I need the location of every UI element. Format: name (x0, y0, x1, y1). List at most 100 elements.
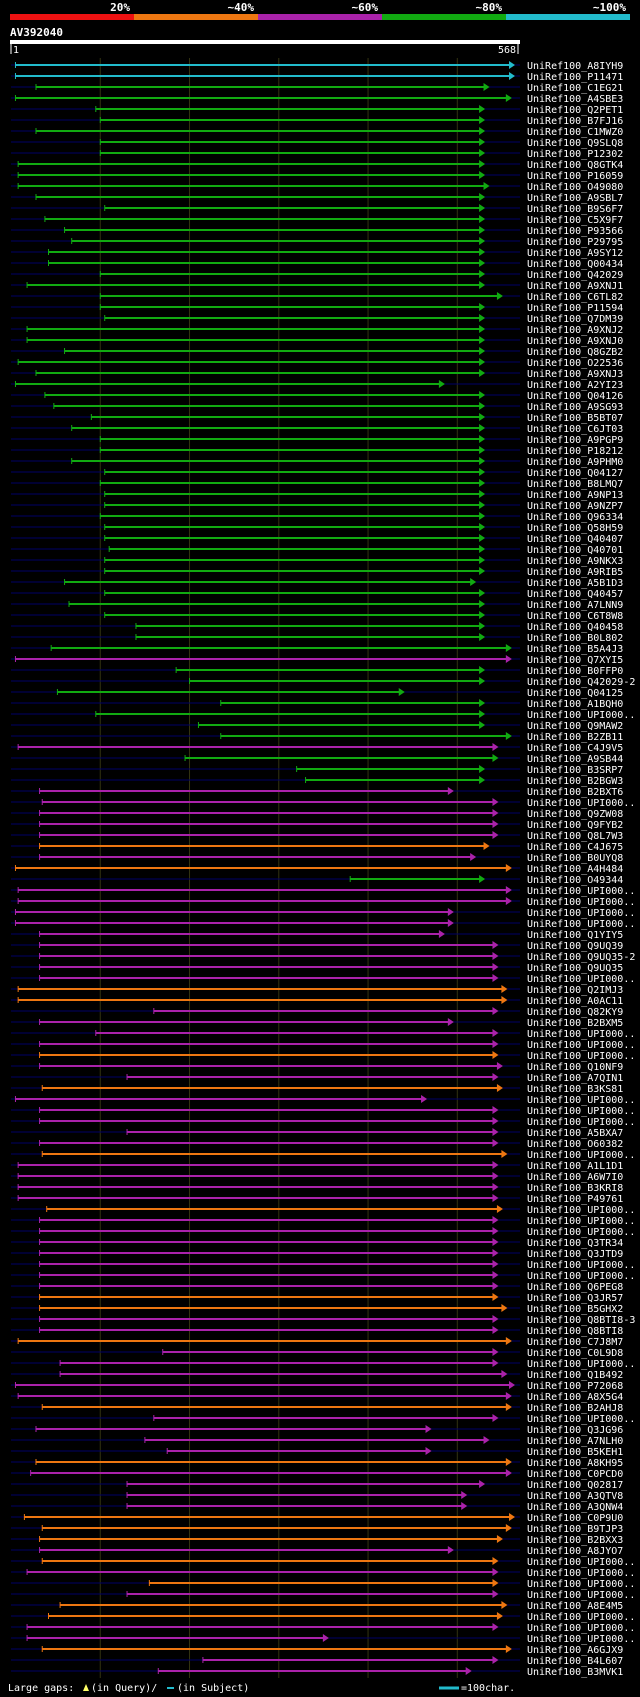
hit-row[interactable]: UniRef100_Q58H59 (11, 523, 623, 534)
hit-row[interactable]: UniRef100_Q04127 (11, 468, 623, 479)
hit-row[interactable]: UniRef100_UPI000.. (11, 1106, 635, 1117)
hit-row[interactable]: UniRef100_Q8BTI8-3 (11, 1315, 635, 1326)
hit-label[interactable]: UniRef100_Q9UQ39 (527, 941, 623, 952)
hit-label[interactable]: UniRef100_C0PCD0 (527, 1469, 623, 1480)
hit-label[interactable]: UniRef100_B3KRI8 (527, 1183, 623, 1194)
hit-label[interactable]: UniRef100_B2AHJ8 (527, 1403, 623, 1414)
hit-row[interactable]: UniRef100_Q3TR34 (11, 1238, 623, 1249)
hit-label[interactable]: UniRef100_Q8GZB2 (527, 347, 623, 358)
hit-label[interactable]: UniRef100_A8KH95 (527, 1458, 623, 1469)
hit-row[interactable]: UniRef100_UPI000.. (11, 1260, 635, 1271)
hit-label[interactable]: UniRef100_B7FJ16 (527, 116, 623, 127)
hit-row[interactable]: UniRef100_A3QNW4 (11, 1502, 623, 1513)
hit-row[interactable]: UniRef100_UPI000.. (11, 1150, 635, 1161)
hit-row[interactable]: UniRef100_C0L9D8 (11, 1348, 623, 1359)
hit-label[interactable]: UniRef100_P18212 (527, 446, 623, 457)
hit-row[interactable]: UniRef100_B2BXT6 (11, 787, 623, 798)
hit-row[interactable]: UniRef100_B2BXM5 (11, 1018, 623, 1029)
hit-label[interactable]: UniRef100_Q42029 (527, 270, 623, 281)
hit-row[interactable]: UniRef100_A9PHM0 (11, 457, 623, 468)
hit-label[interactable]: UniRef100_Q10NF9 (527, 1062, 623, 1073)
hit-label[interactable]: UniRef100_P49761 (527, 1194, 623, 1205)
hit-label[interactable]: UniRef100_P72068 (527, 1381, 623, 1392)
hit-row[interactable]: UniRef100_A3QTV8 (11, 1491, 623, 1502)
hit-label[interactable]: UniRef100_UPI000.. (527, 1568, 635, 1579)
hit-label[interactable]: UniRef100_C6TL82 (527, 292, 623, 303)
hit-row[interactable]: UniRef100_A9NKX3 (11, 556, 623, 567)
hit-label[interactable]: UniRef100_Q3JR57 (527, 1293, 623, 1304)
hit-row[interactable]: UniRef100_UPI000.. (11, 1557, 635, 1568)
hit-row[interactable]: UniRef100_Q42029 (11, 270, 623, 281)
hit-row[interactable]: UniRef100_UPI000.. (11, 974, 635, 985)
hit-row[interactable]: UniRef100_Q9UQ39 (11, 941, 623, 952)
hit-label[interactable]: UniRef100_Q82KY9 (527, 1007, 623, 1018)
hit-row[interactable]: UniRef100_B9S6F7 (11, 204, 623, 215)
hit-row[interactable]: UniRef100_UPI000.. (11, 1216, 635, 1227)
hit-row[interactable]: UniRef100_Q40458 (11, 622, 623, 633)
hit-row[interactable]: UniRef100_Q3JTD9 (11, 1249, 623, 1260)
hit-label[interactable]: UniRef100_C0P9U0 (527, 1513, 623, 1524)
hit-row[interactable]: UniRef100_UPI000.. (11, 1117, 635, 1128)
hit-label[interactable]: UniRef100_UPI000.. (527, 1205, 635, 1216)
hit-row[interactable]: UniRef100_Q82KY9 (11, 1007, 623, 1018)
hit-row[interactable]: UniRef100_C5X9F7 (11, 215, 623, 226)
hit-row[interactable]: UniRef100_A1BQH0 (11, 699, 623, 710)
hit-row[interactable]: UniRef100_P72068 (11, 1381, 623, 1392)
hit-row[interactable]: UniRef100_UPI000.. (11, 1568, 635, 1579)
hit-label[interactable]: UniRef100_Q04125 (527, 688, 623, 699)
hit-label[interactable]: UniRef100_B2BXT6 (527, 787, 623, 798)
hit-label[interactable]: UniRef100_B5BT07 (527, 413, 623, 424)
hit-label[interactable]: UniRef100_B9S6F7 (527, 204, 623, 215)
hit-row[interactable]: UniRef100_O49080 (11, 182, 623, 193)
hit-label[interactable]: UniRef100_A7QIN1 (527, 1073, 623, 1084)
hit-row[interactable]: UniRef100_C6JT03 (11, 424, 623, 435)
hit-label[interactable]: UniRef100_A1BQH0 (527, 699, 623, 710)
hit-label[interactable]: UniRef100_UPI000.. (527, 1029, 635, 1040)
hit-row[interactable]: UniRef100_Q04125 (11, 688, 623, 699)
hit-label[interactable]: UniRef100_UPI000.. (527, 1359, 635, 1370)
hit-row[interactable]: UniRef100_B3KRI8 (11, 1183, 623, 1194)
hit-row[interactable]: UniRef100_A9NP13 (11, 490, 623, 501)
hit-label[interactable]: UniRef100_Q3TR34 (527, 1238, 623, 1249)
hit-row[interactable]: UniRef100_O49344 (11, 875, 623, 886)
hit-label[interactable]: UniRef100_O60382 (527, 1139, 623, 1150)
hit-row[interactable]: UniRef100_B5BT07 (11, 413, 623, 424)
hit-row[interactable]: UniRef100_B2ZB11 (11, 732, 623, 743)
hit-label[interactable]: UniRef100_Q7DM39 (527, 314, 623, 325)
hit-row[interactable]: UniRef100_UPI000.. (11, 919, 635, 930)
hit-label[interactable]: UniRef100_UPI000.. (527, 1216, 635, 1227)
hit-row[interactable]: UniRef100_B0FFP0 (11, 666, 623, 677)
hit-label[interactable]: UniRef100_A3QTV8 (527, 1491, 623, 1502)
hit-label[interactable]: UniRef100_A8JYO7 (527, 1546, 623, 1557)
hit-label[interactable]: UniRef100_A9RIB5 (527, 567, 623, 578)
hit-label[interactable]: UniRef100_Q1B492 (527, 1370, 623, 1381)
hit-label[interactable]: UniRef100_A9XNJ3 (527, 369, 623, 380)
hit-row[interactable]: UniRef100_P49761 (11, 1194, 623, 1205)
hit-row[interactable]: UniRef100_Q7XYI5 (11, 655, 623, 666)
hit-label[interactable]: UniRef100_C0L9D8 (527, 1348, 623, 1359)
hit-label[interactable]: UniRef100_Q9SLQ8 (527, 138, 623, 149)
hit-row[interactable]: UniRef100_C6TL82 (11, 292, 623, 303)
hit-label[interactable]: UniRef100_B2BGW3 (527, 776, 623, 787)
hit-label[interactable]: UniRef100_Q00434 (527, 259, 623, 270)
hit-row[interactable]: UniRef100_Q8GTK4 (11, 160, 623, 171)
hit-row[interactable]: UniRef100_UPI000.. (11, 1634, 635, 1645)
hit-row[interactable]: UniRef100_B5A4J3 (11, 644, 623, 655)
hit-row[interactable]: UniRef100_Q3JR57 (11, 1293, 623, 1304)
hit-label[interactable]: UniRef100_B2ZB11 (527, 732, 623, 743)
hit-label[interactable]: UniRef100_UPI000.. (527, 919, 635, 930)
hit-label[interactable]: UniRef100_UPI000.. (527, 1095, 635, 1106)
hit-row[interactable]: UniRef100_Q42029-2 (11, 677, 635, 688)
hit-row[interactable]: UniRef100_A8IYH9 (11, 61, 623, 72)
hit-row[interactable]: UniRef100_A9PGP9 (11, 435, 623, 446)
hit-label[interactable]: UniRef100_P29795 (527, 237, 623, 248)
hit-row[interactable]: UniRef100_Q40457 (11, 589, 623, 600)
hit-label[interactable]: UniRef100_Q8GTK4 (527, 160, 623, 171)
hit-row[interactable]: UniRef100_Q9MAW2 (11, 721, 623, 732)
hit-row[interactable]: UniRef100_C4J9V5 (11, 743, 623, 754)
hit-row[interactable]: UniRef100_Q7DM39 (11, 314, 623, 325)
hit-label[interactable]: UniRef100_P16059 (527, 171, 623, 182)
hit-label[interactable]: UniRef100_UPI000.. (527, 886, 635, 897)
hit-label[interactable]: UniRef100_B0L802 (527, 633, 623, 644)
hit-label[interactable]: UniRef100_UPI000.. (527, 908, 635, 919)
